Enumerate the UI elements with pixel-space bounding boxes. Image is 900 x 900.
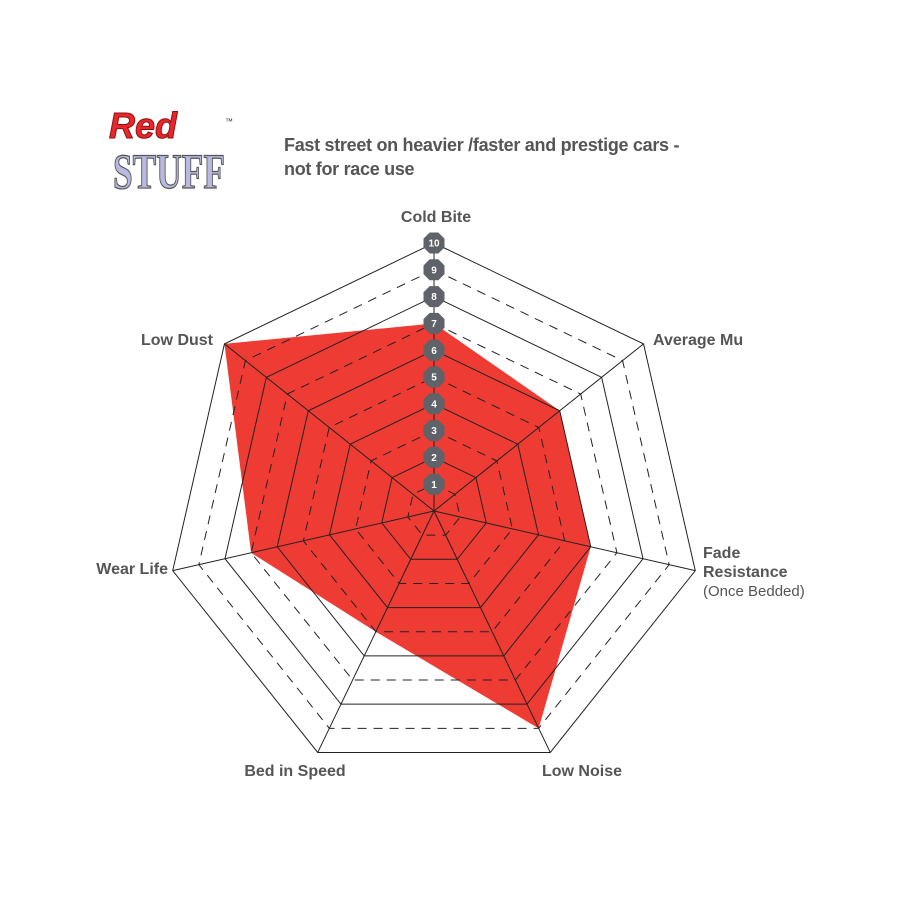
tick-label: 3 bbox=[431, 426, 437, 437]
tick-label: 4 bbox=[431, 399, 437, 410]
axis-label: Low Noise bbox=[542, 763, 622, 780]
data-polygon bbox=[224, 323, 591, 729]
tick-label: 2 bbox=[431, 453, 437, 464]
subtitle: Fast street on heavier /faster and prest… bbox=[284, 133, 679, 181]
octagon-badge bbox=[423, 366, 445, 388]
axis-spoke bbox=[433, 510, 551, 753]
axis-spoke bbox=[433, 510, 696, 572]
axis-label: Average Mu bbox=[653, 332, 743, 349]
grid-ring-2 bbox=[381, 456, 487, 560]
octagon-badge bbox=[423, 420, 445, 442]
octagon-badge bbox=[423, 446, 445, 468]
tick-badge-3: 3 bbox=[423, 420, 445, 442]
axis-label: Cold Bite bbox=[401, 209, 471, 226]
tick-label: 7 bbox=[431, 319, 437, 330]
tick-label: 8 bbox=[431, 292, 437, 303]
tick-badge-2: 2 bbox=[423, 446, 445, 468]
octagon-badge bbox=[423, 393, 445, 415]
axis-sublabel: (Once Bedded) bbox=[703, 583, 805, 600]
axis-label: Bed in Speed bbox=[244, 763, 345, 780]
tick-label: 9 bbox=[431, 265, 437, 276]
grid-ring-3 bbox=[355, 430, 513, 584]
logo-tm: ™ bbox=[225, 117, 233, 126]
tick-badge-1: 1 bbox=[423, 473, 445, 495]
axis-label: Low Dust bbox=[141, 332, 214, 349]
axis-label: Wear Life bbox=[96, 561, 168, 578]
tick-badge-5: 5 bbox=[423, 366, 445, 388]
axis-spoke bbox=[433, 343, 644, 512]
octagon-badge bbox=[423, 286, 445, 308]
grid-ring-9 bbox=[198, 269, 670, 729]
grid-ring-7 bbox=[250, 322, 618, 681]
axis-label: Fade bbox=[703, 545, 740, 562]
redstuff-logo: Red STUFF ™ bbox=[109, 105, 234, 196]
grid-ring-6 bbox=[276, 349, 592, 657]
tick-badge-6: 6 bbox=[423, 339, 445, 361]
octagon-badge bbox=[423, 259, 445, 281]
axis-spoke bbox=[172, 510, 435, 572]
subtitle-line: not for race use bbox=[284, 159, 415, 179]
tick-label: 6 bbox=[431, 346, 437, 357]
octagon-badge bbox=[423, 312, 445, 334]
tick-label: 10 bbox=[428, 239, 440, 250]
octagon-badge bbox=[423, 339, 445, 361]
axis-spoke bbox=[317, 510, 435, 753]
tick-badge-4: 4 bbox=[423, 393, 445, 415]
grid-ring-5 bbox=[302, 376, 566, 633]
tick-badge-10: 10 bbox=[423, 232, 445, 254]
octagon-badge bbox=[423, 473, 445, 495]
octagon-badge bbox=[423, 232, 445, 254]
logo-stuff: STUFF bbox=[113, 143, 225, 195]
tick-badge-8: 8 bbox=[423, 286, 445, 308]
tick-badge-9: 9 bbox=[423, 259, 445, 281]
tick-label: 1 bbox=[431, 480, 437, 491]
grid-ring-10 bbox=[172, 242, 696, 753]
grid-ring-8 bbox=[224, 296, 644, 705]
grid-ring-4 bbox=[328, 403, 540, 609]
grid-ring-1 bbox=[407, 483, 461, 536]
logo-red: Red bbox=[109, 105, 178, 146]
subtitle-line: Fast street on heavier /faster and prest… bbox=[284, 135, 680, 155]
tick-badge-7: 7 bbox=[423, 312, 445, 334]
axis-label: Resistance bbox=[703, 564, 788, 581]
tick-label: 5 bbox=[431, 373, 437, 384]
axis-spoke bbox=[224, 343, 435, 512]
